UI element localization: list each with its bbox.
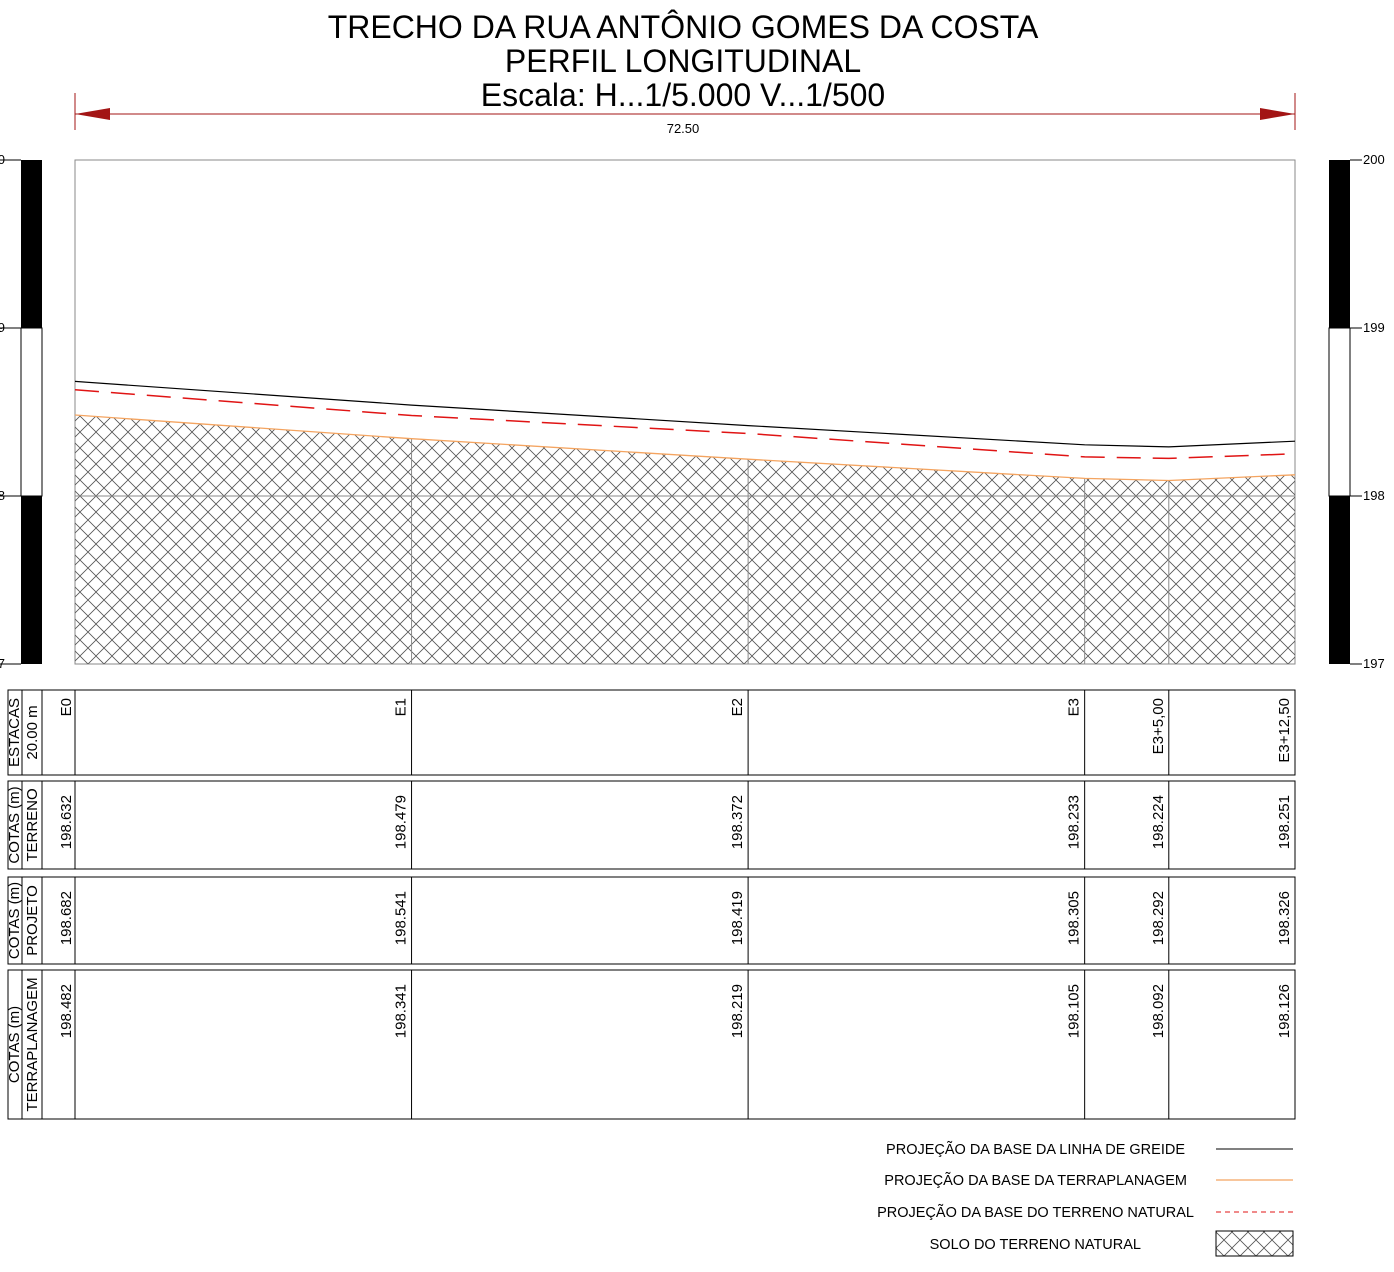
table-row (7, 969, 1296, 1120)
table-cell-estacas: E0 (58, 698, 75, 716)
table-cell-terreno: 198.233 (1066, 795, 1083, 849)
table-cell-terraplanagem: 198.219 (729, 984, 746, 1038)
legend-label-solo: SOLO DO TERRENO NATURAL (930, 1237, 1141, 1253)
table-cell-estacas: E3+5,00 (1150, 698, 1167, 754)
table-cell-estacas: E1 (393, 698, 410, 716)
title-line-2: PERFIL LONGITUDINAL (505, 43, 861, 79)
table-cell-projeto: 198.292 (1150, 891, 1167, 945)
title-line-3: Escala: H...1/5.000 V...1/500 (481, 77, 885, 113)
right-scale-label-198: 198 (1363, 488, 1385, 503)
table-cell-projeto: 198.541 (393, 891, 410, 945)
table-row-header: 20.00 m (24, 705, 41, 759)
table-cell-projeto: 198.682 (58, 891, 75, 945)
left-scale-label-199: 9 (0, 320, 5, 335)
legend: PROJEÇÃO DA BASE DA LINHA DE GREIDE PROJ… (877, 1141, 1294, 1257)
dimension-line: 72.50 (74, 93, 1296, 136)
table-row-group-header: ESTACAS (6, 698, 23, 767)
right-scale-bar: 200 199 198 197 (1328, 152, 1385, 671)
table-cell-terraplanagem: 198.341 (393, 984, 410, 1038)
table-row (7, 876, 1296, 965)
table-cell-projeto: 198.419 (729, 891, 746, 945)
legend-swatch-solo (1215, 1230, 1294, 1257)
left-scale-bar: 0 9 8 7 (0, 152, 43, 671)
table-cell-estacas: E3+12,50 (1276, 698, 1293, 763)
legend-label-greide: PROJEÇÃO DA BASE DA LINHA DE GREIDE (886, 1141, 1185, 1158)
table-row-header: PROJETO (24, 885, 41, 956)
title-line-1: TRECHO DA RUA ANTÔNIO GOMES DA COSTA (328, 9, 1039, 45)
table-row-group-header: COTAS (m) (6, 786, 23, 863)
table-cell-terreno: 198.224 (1150, 795, 1167, 849)
left-scale-label-200: 0 (0, 152, 5, 167)
solo-hatch-area (75, 415, 1295, 664)
table-row-header: TERRAPLANAGEM (24, 977, 41, 1111)
profile-plot (74, 159, 1296, 665)
table-cell-projeto: 198.326 (1276, 891, 1293, 945)
greide-line (74, 380, 1296, 448)
table-cell-estacas: E2 (729, 698, 746, 716)
table-row-group-header: COTAS (m) (6, 1006, 23, 1083)
table-cell-estacas: E3 (1066, 698, 1083, 716)
table-cell-terraplanagem: 198.105 (1066, 984, 1083, 1038)
table-row (7, 689, 1296, 776)
right-scale-label-199: 199 (1363, 320, 1385, 335)
legend-label-terreno: PROJEÇÃO DA BASE DO TERRENO NATURAL (877, 1204, 1194, 1221)
dimension-arrow-left (75, 108, 110, 120)
table-cell-projeto: 198.305 (1066, 891, 1083, 945)
dimension-arrow-right (1260, 108, 1295, 120)
table-row-header: TERRENO (24, 788, 41, 861)
left-scale-label-198: 8 (0, 488, 5, 503)
legend-label-terraplanagem: PROJEÇÃO DA BASE DA TERRAPLANAGEM (884, 1172, 1187, 1189)
table-cell-terreno: 198.372 (729, 795, 746, 849)
right-scale-label-200: 200 (1363, 152, 1385, 167)
table-cell-terraplanagem: 198.482 (58, 984, 75, 1038)
table-cell-terreno: 198.251 (1276, 795, 1293, 849)
table-cell-terraplanagem: 198.126 (1276, 984, 1293, 1038)
right-scale-label-197: 197 (1363, 656, 1385, 671)
data-table: ESTACAS 20.00 m E0 E1 E2 E3 E3+5,00 E3+12,50 COT… (6, 689, 1296, 1120)
table-cell-terraplanagem: 198.092 (1150, 984, 1167, 1038)
table-row (7, 780, 1296, 870)
terreno-natural-line (74, 389, 1296, 460)
terraplanagem-line (74, 414, 1296, 482)
dimension-label: 72.50 (667, 121, 700, 136)
table-row-group-header: COTAS (m) (6, 882, 23, 959)
table-cell-terreno: 198.632 (58, 795, 75, 849)
left-scale-label-197: 7 (0, 656, 5, 671)
table-cell-terreno: 198.479 (393, 795, 410, 849)
